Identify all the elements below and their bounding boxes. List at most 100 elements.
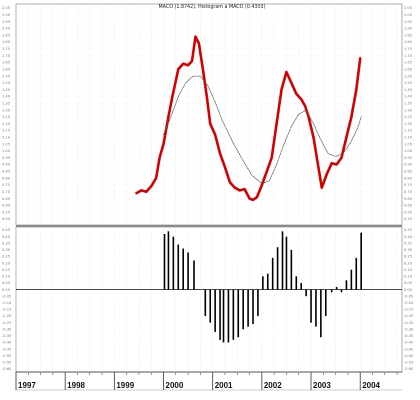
- y-tick-label: 0.80: [404, 176, 413, 180]
- y-tick-label: 0.15: [404, 268, 412, 272]
- y-tick-label: 0.55: [2, 210, 10, 214]
- y-tick-label: 1.75: [404, 47, 412, 51]
- y-tick-label: 1.15: [404, 129, 412, 133]
- y-tick-label: 1.40: [2, 95, 11, 99]
- x-tick-label: 2000: [166, 381, 184, 390]
- bottom-panel-y-ticks: 0.45 0.40 0.35 0.30 0.25 0.20 0.15 0.10 0.05 0.00…: [2, 228, 12, 371]
- y-tick-label: 2.00: [2, 13, 11, 17]
- x-tick-label: 2004: [362, 381, 380, 390]
- x-tick-label: 1998: [67, 381, 85, 390]
- y-tick-label: 1.20: [2, 122, 11, 126]
- y-tick-label: 1.65: [2, 61, 10, 65]
- y-tick-label: 1.75: [2, 47, 10, 51]
- y-tick-label: 1.30: [2, 108, 11, 112]
- y-tick-label: 1.50: [404, 81, 413, 85]
- y-tick-label: 1.55: [2, 74, 10, 78]
- y-tick-label: -0.05: [404, 294, 413, 298]
- y-tick-label: 0.25: [2, 255, 10, 259]
- y-tick-label: 0.60: [2, 204, 11, 208]
- y-tick-label: -0.30: [404, 327, 414, 331]
- y-tick-label: 0.65: [404, 197, 412, 201]
- y-tick-label: 0.30: [2, 248, 11, 252]
- y-tick-label: 0.15: [2, 268, 10, 272]
- chart-title: MACO (1.8742), Histogram a MACO (0.4303): [159, 4, 266, 10]
- x-tick-label: 2001: [215, 381, 233, 390]
- y-tick-label: 0.95: [2, 156, 10, 160]
- y-tick-label: 1.25: [2, 115, 10, 119]
- y-tick-label: 1.80: [2, 40, 11, 44]
- bottom-panel-y-ticks-right: 0.45 0.40 0.35 0.30 0.25 0.20 0.15 0.10 0.05 0.00…: [404, 228, 414, 371]
- y-tick-label: -0.45: [404, 347, 413, 351]
- y-tick-label: 0.70: [404, 190, 413, 194]
- y-tick-label: -0.50: [2, 354, 12, 358]
- y-tick-label: 0.05: [2, 281, 10, 285]
- y-tick-label: 0.85: [2, 170, 10, 174]
- y-tick-label: 1.15: [2, 129, 10, 133]
- y-tick-label: 2.00: [404, 13, 413, 17]
- y-tick-label: -0.60: [404, 367, 414, 371]
- y-tick-label: 1.45: [2, 88, 10, 92]
- y-tick-label: -0.10: [2, 301, 12, 305]
- y-tick-label: 0.60: [404, 204, 413, 208]
- y-tick-label: -0.40: [404, 341, 414, 345]
- y-tick-label: 1.85: [404, 33, 412, 37]
- y-tick-label: 1.80: [404, 40, 413, 44]
- y-tick-label: 1.60: [2, 67, 11, 71]
- x-tick-label: 1997: [18, 381, 36, 390]
- top-panel-y-ticks: 2.05 2.00 1.95 1.90 1.85 1.80 1.75 1.70 1.65 1.60…: [2, 6, 11, 221]
- y-tick-label: 0.85: [404, 170, 412, 174]
- y-tick-label: -0.35: [2, 334, 11, 338]
- y-tick-label: -0.20: [2, 314, 12, 318]
- y-tick-label: 2.05: [404, 6, 412, 10]
- y-tick-label: 1.85: [2, 33, 10, 37]
- top-panel-y-ticks-right: 2.05 2.00 1.95 1.90 1.85 1.80 1.75 1.70 1.65 1.60…: [404, 6, 413, 221]
- y-tick-label: -0.25: [2, 321, 11, 325]
- y-tick-label: 0.70: [2, 190, 11, 194]
- y-tick-label: -0.60: [2, 367, 12, 371]
- y-tick-label: 1.60: [404, 67, 413, 71]
- y-tick-label: -0.50: [404, 354, 414, 358]
- histogram-panel: [16, 231, 402, 343]
- y-tick-label: 1.70: [2, 54, 11, 58]
- y-tick-label: 1.35: [2, 101, 10, 105]
- y-tick-label: 0.45: [404, 228, 412, 232]
- y-tick-label: 0.55: [404, 210, 412, 214]
- y-tick-label: 0.35: [2, 241, 10, 245]
- y-tick-label: 0.20: [404, 261, 413, 265]
- y-tick-label: 0.00: [2, 288, 11, 292]
- y-tick-label: 0.75: [2, 183, 10, 187]
- y-tick-label: 1.50: [2, 81, 11, 85]
- y-tick-label: 0.05: [404, 281, 412, 285]
- y-tick-label: 0.50: [2, 217, 11, 221]
- y-tick-label: 1.10: [404, 136, 413, 140]
- y-tick-label: 0.95: [404, 156, 412, 160]
- y-tick-label: -0.40: [2, 341, 12, 345]
- y-tick-label: 1.55: [404, 74, 412, 78]
- y-tick-label: 1.05: [404, 142, 412, 146]
- y-tick-label: 1.45: [404, 88, 412, 92]
- y-tick-label: 0.90: [2, 163, 11, 167]
- x-tick-label: 1999: [116, 381, 134, 390]
- y-tick-label: -0.25: [404, 321, 413, 325]
- y-tick-label: 1.00: [404, 149, 413, 153]
- y-tick-label: 0.35: [404, 241, 412, 245]
- y-tick-label: -0.15: [2, 308, 11, 312]
- y-tick-label: 0.90: [404, 163, 413, 167]
- x-tick-label: 2002: [264, 381, 282, 390]
- y-tick-label: 0.40: [2, 235, 11, 239]
- y-tick-label: 0.00: [404, 288, 413, 292]
- y-tick-label: 0.50: [404, 217, 413, 221]
- y-tick-label: 1.05: [2, 142, 10, 146]
- y-tick-label: 1.95: [2, 20, 10, 24]
- x-axis-labels: 1997 1998 1999 2000 2001 2002 2003 2004: [15, 372, 398, 390]
- y-tick-label: 1.35: [404, 101, 412, 105]
- y-tick-label: -0.55: [404, 361, 413, 365]
- y-tick-label: 2.05: [2, 6, 10, 10]
- y-tick-label: 1.30: [404, 108, 413, 112]
- y-tick-label: 1.70: [404, 54, 413, 58]
- y-tick-label: 0.25: [404, 255, 412, 259]
- top-panel: [135, 35, 362, 202]
- y-tick-label: 1.65: [404, 61, 412, 65]
